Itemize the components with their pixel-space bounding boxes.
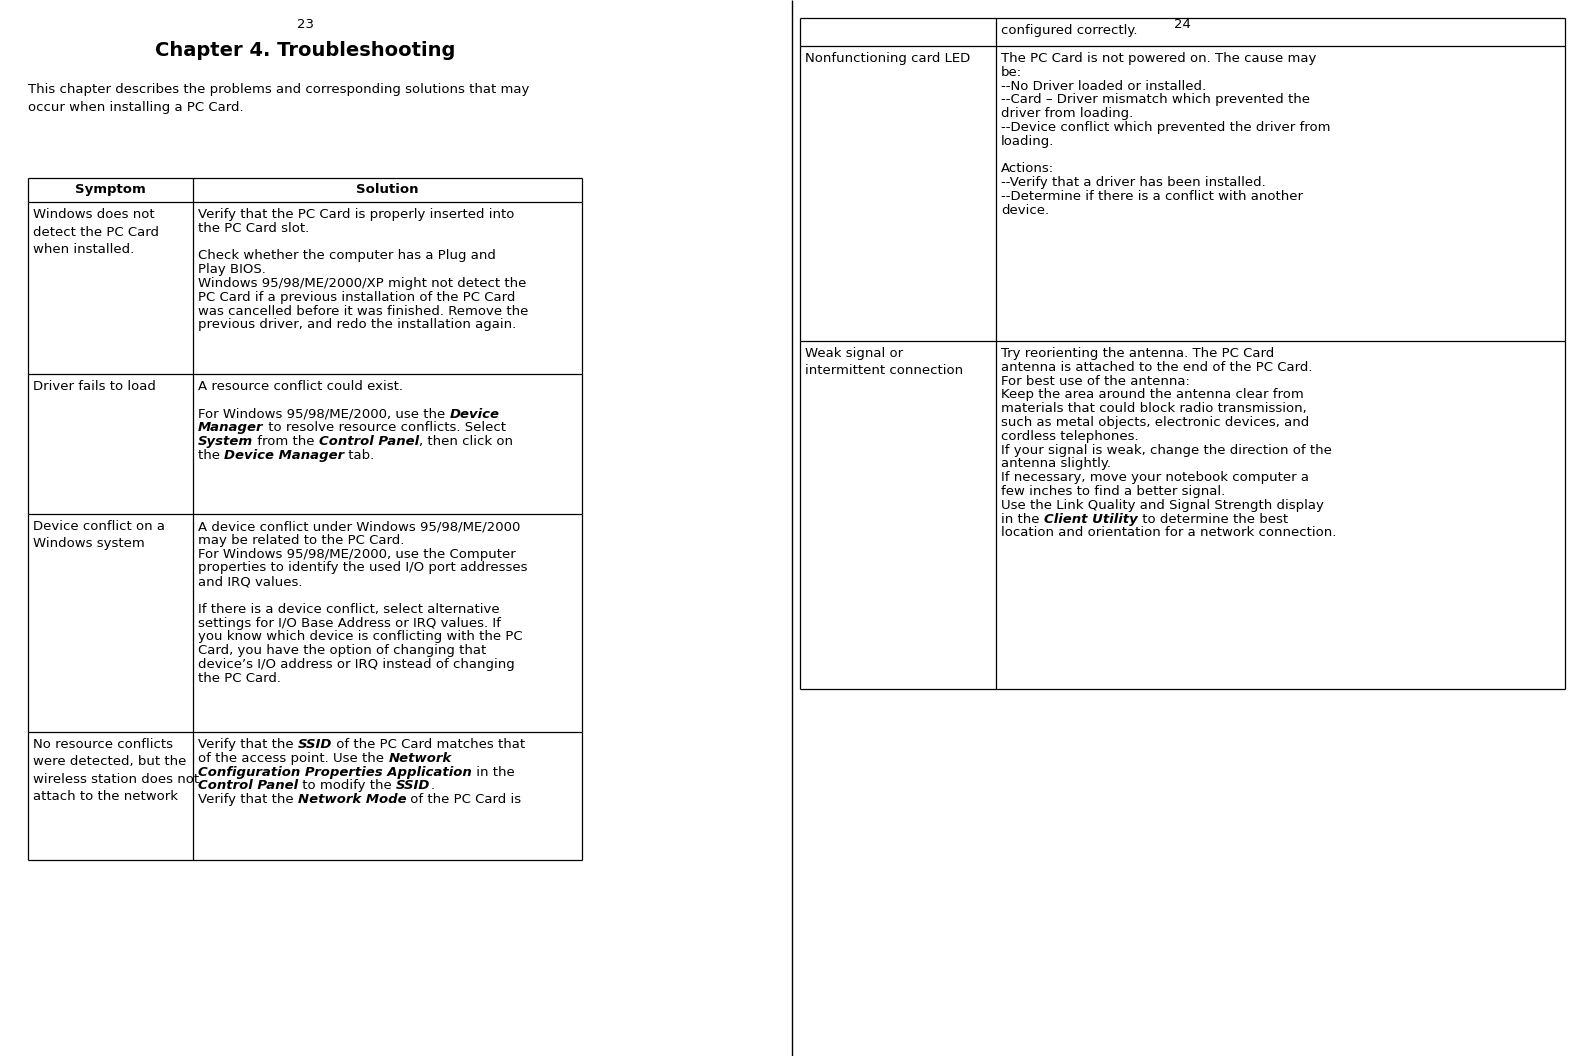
Text: Play BIOS.: Play BIOS. [198,263,266,277]
Text: .: . [431,779,434,792]
Text: and IRQ values.: and IRQ values. [198,576,303,588]
Text: antenna slightly.: antenna slightly. [1001,457,1110,470]
Text: Card, you have the option of changing that: Card, you have the option of changing th… [198,644,486,657]
Text: Device conflict on a
Windows system: Device conflict on a Windows system [33,520,165,550]
Text: Windows 95/98/ME/2000/XP might not detect the: Windows 95/98/ME/2000/XP might not detec… [198,277,526,290]
Text: properties to identify the used I/O port addresses: properties to identify the used I/O port… [198,562,527,574]
Text: configured correctly.: configured correctly. [1001,24,1137,37]
Text: Symptom: Symptom [74,183,146,196]
Text: PC Card if a previous installation of the PC Card: PC Card if a previous installation of th… [198,290,515,304]
Text: the PC Card.: the PC Card. [198,672,280,684]
Text: in the: in the [472,766,515,778]
Text: 23: 23 [296,18,314,31]
Text: Weak signal or
intermittent connection: Weak signal or intermittent connection [805,347,963,377]
Text: may be related to the PC Card.: may be related to the PC Card. [198,533,404,547]
Text: Manager: Manager [198,421,263,434]
Text: Configuration Properties Application: Configuration Properties Application [198,766,472,778]
Text: Device Manager: Device Manager [225,449,344,461]
Text: few inches to find a better signal.: few inches to find a better signal. [1001,485,1226,498]
Text: --Determine if there is a conflict with another: --Determine if there is a conflict with … [1001,190,1304,203]
Text: , then click on: , then click on [420,435,513,448]
Text: cordless telephones.: cordless telephones. [1001,430,1139,442]
Text: 24: 24 [1174,18,1191,31]
Text: --Device conflict which prevented the driver from: --Device conflict which prevented the dr… [1001,121,1331,134]
Text: Check whether the computer has a Plug and: Check whether the computer has a Plug an… [198,249,496,262]
Text: Control Panel: Control Panel [318,435,420,448]
Text: A resource conflict could exist.: A resource conflict could exist. [198,380,402,393]
Text: antenna is attached to the end of the PC Card.: antenna is attached to the end of the PC… [1001,361,1313,374]
Text: --Verify that a driver has been installed.: --Verify that a driver has been installe… [1001,176,1266,189]
Text: Try reorienting the antenna. The PC Card: Try reorienting the antenna. The PC Card [1001,347,1274,360]
Text: SSID: SSID [298,738,333,751]
Text: --No Driver loaded or installed.: --No Driver loaded or installed. [1001,79,1205,93]
Text: System: System [198,435,253,448]
Text: of the PC Card matches that: of the PC Card matches that [333,738,526,751]
Text: Verify that the PC Card is properly inserted into: Verify that the PC Card is properly inse… [198,208,515,221]
Text: Chapter 4. Troubleshooting: Chapter 4. Troubleshooting [155,41,455,60]
Text: For Windows 95/98/ME/2000, use the: For Windows 95/98/ME/2000, use the [198,408,450,420]
Text: the PC Card slot.: the PC Card slot. [198,222,309,234]
Text: Actions:: Actions: [1001,163,1053,175]
Text: previous driver, and redo the installation again.: previous driver, and redo the installati… [198,319,516,332]
Text: of the PC Card is: of the PC Card is [407,793,521,806]
Text: Nonfunctioning card LED: Nonfunctioning card LED [805,52,971,65]
Text: Verify that the: Verify that the [198,738,298,751]
Text: device.: device. [1001,204,1049,216]
Text: A device conflict under Windows 95/98/ME/2000: A device conflict under Windows 95/98/ME… [198,520,521,533]
Text: be:: be: [1001,65,1022,79]
Text: Driver fails to load: Driver fails to load [33,380,155,393]
Text: loading.: loading. [1001,135,1055,148]
Text: to modify the: to modify the [298,779,396,792]
Text: materials that could block radio transmission,: materials that could block radio transmi… [1001,402,1307,415]
Text: Windows does not
detect the PC Card
when installed.: Windows does not detect the PC Card when… [33,208,158,256]
Text: of the access point. Use the: of the access point. Use the [198,752,388,765]
Text: tab.: tab. [344,449,375,461]
Text: Network Mode: Network Mode [298,793,407,806]
Text: device’s I/O address or IRQ instead of changing: device’s I/O address or IRQ instead of c… [198,658,515,671]
Text: This chapter describes the problems and corresponding solutions that may
occur w: This chapter describes the problems and … [29,83,529,113]
Text: to resolve resource conflicts. Select: to resolve resource conflicts. Select [263,421,505,434]
Text: from the: from the [253,435,318,448]
Text: For Windows 95/98/ME/2000, use the Computer: For Windows 95/98/ME/2000, use the Compu… [198,548,516,561]
Text: Keep the area around the antenna clear from: Keep the area around the antenna clear f… [1001,389,1304,401]
Text: For best use of the antenna:: For best use of the antenna: [1001,375,1190,388]
Text: If there is a device conflict, select alternative: If there is a device conflict, select al… [198,603,499,616]
Text: in the: in the [1001,512,1044,526]
Text: Use the Link Quality and Signal Strength display: Use the Link Quality and Signal Strength… [1001,498,1324,512]
Text: settings for I/O Base Address or IRQ values. If: settings for I/O Base Address or IRQ val… [198,617,501,629]
Text: --Card – Driver mismatch which prevented the: --Card – Driver mismatch which prevented… [1001,93,1310,107]
Text: the: the [198,449,225,461]
Text: you know which device is conflicting with the PC: you know which device is conflicting wit… [198,630,523,643]
Text: location and orientation for a network connection.: location and orientation for a network c… [1001,526,1337,540]
Text: was cancelled before it was finished. Remove the: was cancelled before it was finished. Re… [198,304,529,318]
Text: such as metal objects, electronic devices, and: such as metal objects, electronic device… [1001,416,1310,429]
Text: to determine the best: to determine the best [1137,512,1288,526]
Text: If your signal is weak, change the direction of the: If your signal is weak, change the direc… [1001,444,1332,456]
Text: Device: Device [450,408,499,420]
Text: Network: Network [388,752,451,765]
Text: If necessary, move your notebook computer a: If necessary, move your notebook compute… [1001,471,1308,485]
Text: Solution: Solution [356,183,418,196]
Text: The PC Card is not powered on. The cause may: The PC Card is not powered on. The cause… [1001,52,1316,65]
Text: SSID: SSID [396,779,431,792]
Text: driver from loading.: driver from loading. [1001,108,1133,120]
Text: Verify that the: Verify that the [198,793,298,806]
Text: Client Utility: Client Utility [1044,512,1137,526]
Text: No resource conflicts
were detected, but the
wireless station does not
attach to: No resource conflicts were detected, but… [33,738,200,804]
Text: Control Panel: Control Panel [198,779,298,792]
